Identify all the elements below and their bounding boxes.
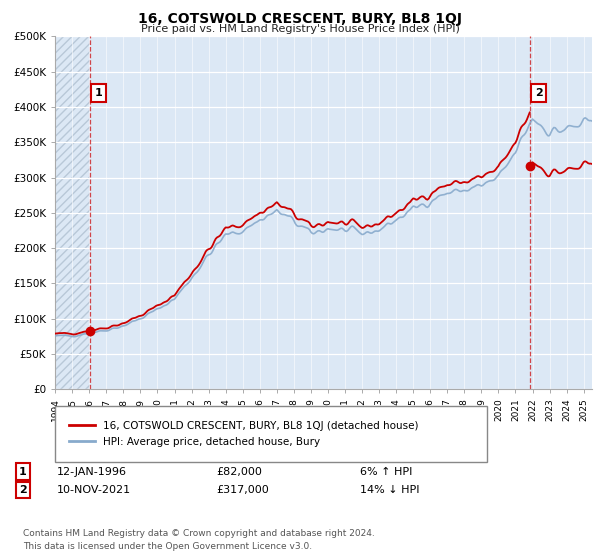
- Text: 12-JAN-1996: 12-JAN-1996: [57, 466, 127, 477]
- Text: 1: 1: [95, 88, 103, 98]
- Text: 2: 2: [19, 485, 26, 495]
- Text: Contains HM Land Registry data © Crown copyright and database right 2024.
This d: Contains HM Land Registry data © Crown c…: [23, 529, 374, 550]
- Text: 16, COTSWOLD CRESCENT, BURY, BL8 1QJ: 16, COTSWOLD CRESCENT, BURY, BL8 1QJ: [138, 12, 462, 26]
- Text: 6% ↑ HPI: 6% ↑ HPI: [360, 466, 412, 477]
- Bar: [55, 36, 90, 389]
- Legend: 16, COTSWOLD CRESCENT, BURY, BL8 1QJ (detached house), HPI: Average price, detac: 16, COTSWOLD CRESCENT, BURY, BL8 1QJ (de…: [65, 417, 423, 451]
- FancyBboxPatch shape: [55, 406, 487, 462]
- Text: £82,000: £82,000: [216, 466, 262, 477]
- Text: 1: 1: [19, 466, 26, 477]
- Text: 2: 2: [535, 88, 542, 98]
- Text: Price paid vs. HM Land Registry's House Price Index (HPI): Price paid vs. HM Land Registry's House …: [140, 24, 460, 34]
- Text: 10-NOV-2021: 10-NOV-2021: [57, 485, 131, 495]
- Text: £317,000: £317,000: [216, 485, 269, 495]
- Text: 14% ↓ HPI: 14% ↓ HPI: [360, 485, 419, 495]
